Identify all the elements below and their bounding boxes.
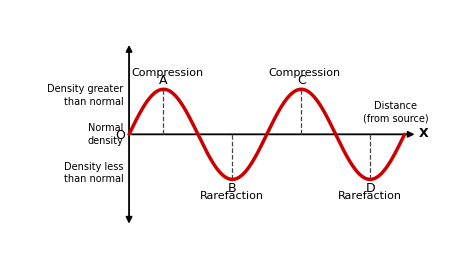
Text: Density less
than normal: Density less than normal <box>64 162 124 184</box>
Text: X: X <box>419 127 428 140</box>
Text: B: B <box>228 182 237 195</box>
Text: Normal
density: Normal density <box>88 123 124 146</box>
Text: Distance
(from source): Distance (from source) <box>363 101 428 123</box>
Text: C: C <box>297 74 306 87</box>
Text: D: D <box>365 182 375 195</box>
Text: A: A <box>159 74 168 87</box>
Text: Rarefaction: Rarefaction <box>338 191 402 201</box>
Text: O: O <box>115 129 125 142</box>
Text: Density greater
than normal: Density greater than normal <box>47 84 124 107</box>
Text: Compression: Compression <box>269 68 341 78</box>
Text: Compression: Compression <box>131 68 203 78</box>
Text: Rarefaction: Rarefaction <box>201 191 264 201</box>
